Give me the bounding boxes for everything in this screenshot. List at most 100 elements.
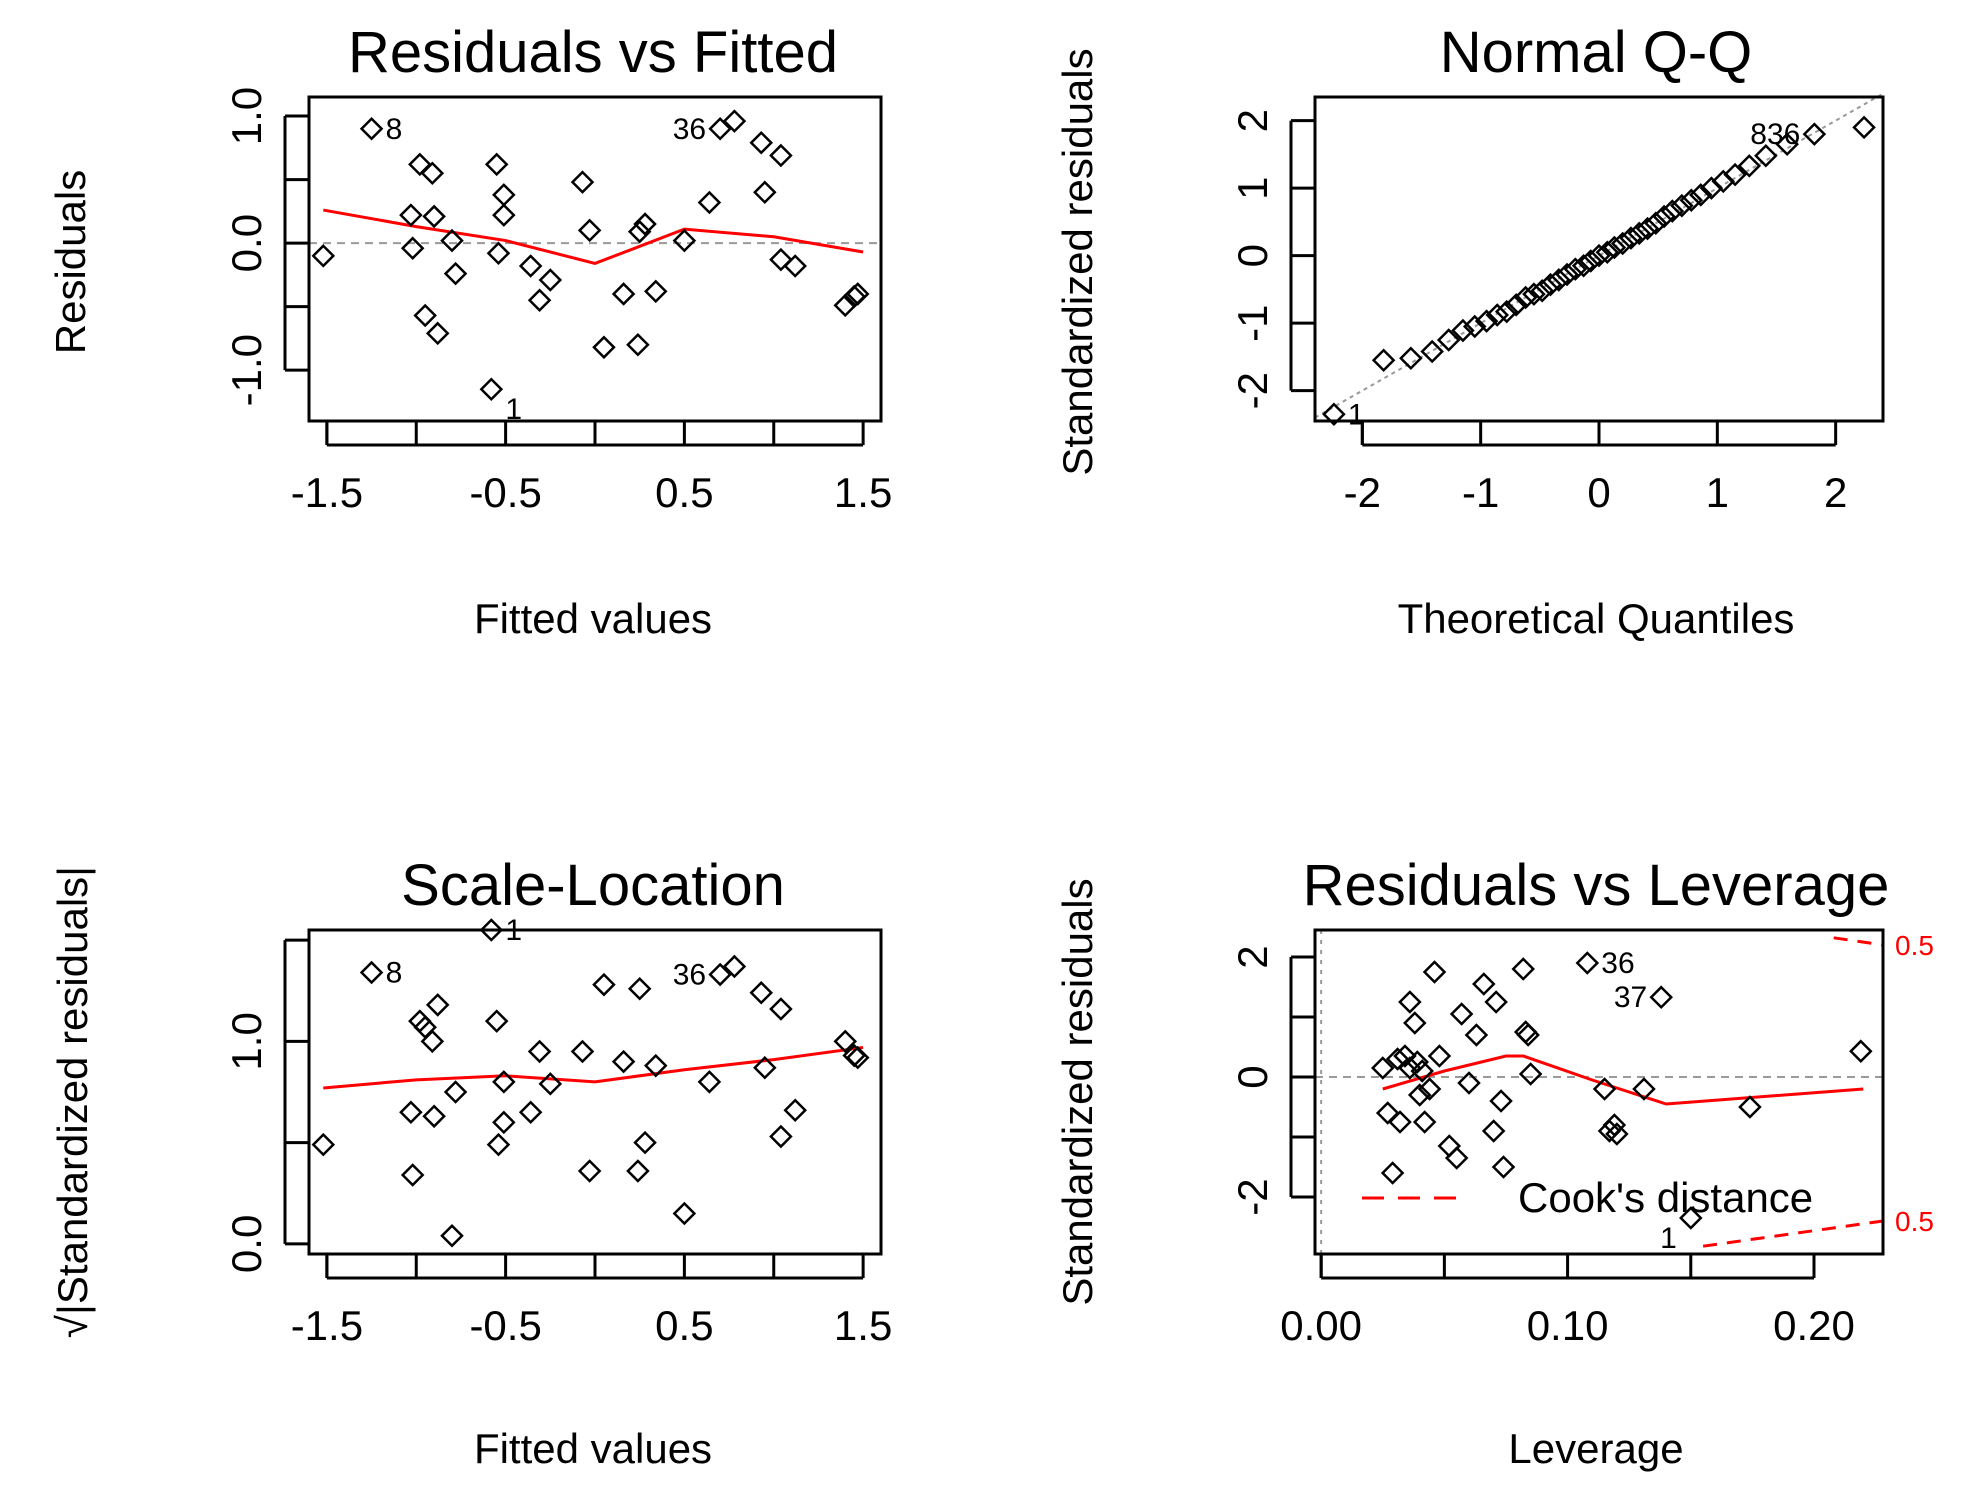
data-point xyxy=(1398,1056,1422,1080)
data-point xyxy=(1578,249,1603,273)
data-point xyxy=(1522,282,1546,306)
cooks-distance-level-label: 0.5 xyxy=(1895,1206,1934,1237)
x-tick-label: 0.10 xyxy=(1527,1302,1609,1349)
x-axis-label: Leverage xyxy=(1508,1425,1683,1472)
data-point xyxy=(399,1100,423,1125)
data-point xyxy=(1511,957,1535,981)
plot-frame xyxy=(307,928,883,1256)
data-point xyxy=(422,1104,446,1129)
data-point xyxy=(420,161,445,186)
data-point xyxy=(833,293,858,318)
y-tick-label: -2 xyxy=(1229,1178,1276,1215)
data-point xyxy=(722,954,747,979)
data-point xyxy=(1489,1089,1513,1113)
data-point xyxy=(538,1072,563,1096)
x-axis-label: Fitted values xyxy=(474,1425,712,1472)
data-point xyxy=(1649,985,1673,1009)
data-point xyxy=(1375,1101,1400,1125)
y-tick-label: 0.0 xyxy=(223,214,270,272)
data-point xyxy=(1437,1134,1462,1158)
data-point xyxy=(479,918,504,942)
data-point xyxy=(1619,226,1643,250)
x-tick-label: 0.5 xyxy=(655,469,713,516)
y-tick-label: 0 xyxy=(1229,244,1276,267)
data-point xyxy=(611,1049,636,1074)
data-point xyxy=(1670,193,1694,218)
data-point xyxy=(359,116,384,141)
data-point xyxy=(1412,1110,1437,1134)
x-tick-label: -1.5 xyxy=(291,469,363,516)
data-point xyxy=(1393,1044,1417,1068)
cooks-distance-level-label: 0.5 xyxy=(1895,930,1934,961)
data-point xyxy=(1738,1095,1762,1119)
data-point xyxy=(425,993,450,1017)
data-point xyxy=(845,1045,870,1070)
data-point xyxy=(492,1070,516,1094)
data-point xyxy=(492,183,516,207)
x-tick-label: 2 xyxy=(1824,469,1847,516)
data-point xyxy=(1405,1050,1430,1074)
data-point xyxy=(626,1159,650,1183)
normal-qq-panel: Normal Q-Q Theoretical Quantiles Standar… xyxy=(1054,20,1885,642)
data-point xyxy=(1632,1077,1656,1101)
data-point xyxy=(311,244,336,268)
residuals-vs-fitted-panel: Residuals vs Fitted Fitted values Residu… xyxy=(47,20,892,642)
point-label: 36 xyxy=(673,959,706,992)
data-point xyxy=(1491,1155,1516,1179)
y-axis-label: √|Standardized residuals| xyxy=(49,866,96,1338)
data-point xyxy=(538,268,563,292)
data-point xyxy=(769,1124,793,1149)
data-point xyxy=(1472,972,1496,996)
data-point xyxy=(311,1132,336,1157)
data-point xyxy=(1563,257,1588,281)
y-axis-label: Standardized residuals xyxy=(1054,878,1101,1305)
data-point xyxy=(484,152,509,177)
data-point xyxy=(1427,1044,1452,1068)
cooks-distance-legend-label: Cook's distance xyxy=(1518,1174,1813,1221)
data-point xyxy=(1485,303,1510,327)
data-point xyxy=(1595,240,1620,265)
data-point xyxy=(783,1098,807,1122)
data-point xyxy=(592,335,616,360)
data-point xyxy=(1610,231,1635,256)
chart-title: Residuals vs Leverage xyxy=(1303,853,1890,918)
point-label: 1 xyxy=(505,393,522,426)
data-point xyxy=(440,228,464,253)
data-point xyxy=(708,116,732,141)
plot-frame xyxy=(1313,928,1885,1256)
data-point xyxy=(1555,262,1579,287)
data-point xyxy=(633,1130,657,1155)
data-point xyxy=(1516,1023,1540,1047)
x-tick-label: -1.5 xyxy=(291,1302,363,1349)
y-tick-label: -1.0 xyxy=(223,334,270,406)
data-point xyxy=(1602,235,1627,260)
data-point xyxy=(1481,1119,1506,1143)
cooks-distance-contour xyxy=(1702,1219,1884,1248)
cooks-distance-contour xyxy=(1833,936,1884,947)
data-point xyxy=(1571,253,1596,278)
data-point xyxy=(1849,1039,1873,1063)
data-point xyxy=(492,1110,516,1135)
data-point xyxy=(359,960,384,985)
residuals-vs-leverage-panel: Residuals vs Leverage Leverage Standardi… xyxy=(1054,853,1934,1472)
point-label: 8 xyxy=(386,957,403,990)
data-point xyxy=(672,1201,697,1226)
data-point xyxy=(783,254,807,278)
scale-location-panel: Scale-Location Fitted values √|Standardi… xyxy=(49,853,892,1472)
data-point xyxy=(1852,115,1876,140)
data-point xyxy=(1652,204,1676,229)
x-axis-label: Theoretical Quantiles xyxy=(1398,595,1795,642)
data-point xyxy=(492,203,516,227)
data-point xyxy=(1546,268,1571,292)
point-label: 836 xyxy=(1750,118,1800,151)
data-point xyxy=(845,282,870,306)
data-point xyxy=(1380,1161,1405,1185)
x-tick-label: -0.5 xyxy=(469,1302,541,1349)
data-point xyxy=(633,212,657,236)
data-point xyxy=(570,170,595,194)
data-point xyxy=(1410,1059,1434,1083)
plot-frame xyxy=(1313,95,1885,423)
data-point xyxy=(413,303,437,328)
data-point xyxy=(1660,199,1685,223)
data-point xyxy=(420,1029,445,1054)
